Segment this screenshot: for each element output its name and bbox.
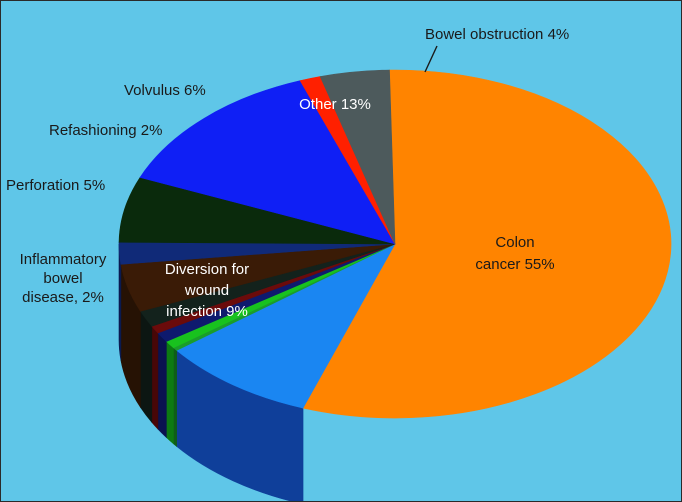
pie-slice-colon-cancer-55 xyxy=(302,69,672,419)
slice-label-refashioning-2: Refashioning 2% xyxy=(49,122,162,139)
leader-line-bowel-obstruction xyxy=(424,45,438,73)
slice-label-inflammatory-bowel-disease-2: Inflammatory bowel disease, 2% xyxy=(20,251,107,306)
pie-slice-bowel-obstruction-4 xyxy=(319,69,396,245)
leader-lines xyxy=(424,45,438,73)
pie-slices xyxy=(118,69,672,419)
pie-sides xyxy=(118,243,304,501)
slice-label-colon-cancer-55: Colon cancer 55% xyxy=(475,234,554,273)
pie-side-minor-slice-d xyxy=(140,310,153,424)
pie-side-minor-slice-a xyxy=(173,347,177,448)
pie-side-minor-slice-c xyxy=(151,325,159,430)
slice-labels: Colon cancer 55% Diversion for wound infecti… xyxy=(6,26,569,320)
slice-label-bowel-obstruction-4: Bowel obstruction 4% xyxy=(425,26,569,43)
slice-label-volvulus-6: Volvulus 6% xyxy=(124,82,206,99)
pie-side-inflammatory-bowel-disease-2 xyxy=(166,340,174,445)
slice-label-diversion-for-wound-infection-9: Diversion for wound infection 9% xyxy=(165,261,249,320)
pie-slice-other-13 xyxy=(139,80,396,245)
slice-label-other-13: Other 13% xyxy=(299,96,371,113)
pie-slice-diversion-for-wound-infection-9 xyxy=(176,243,396,409)
pie-side-minor-slice-b xyxy=(157,332,167,439)
slice-label-perforation-5: Perforation 5% xyxy=(6,177,105,194)
